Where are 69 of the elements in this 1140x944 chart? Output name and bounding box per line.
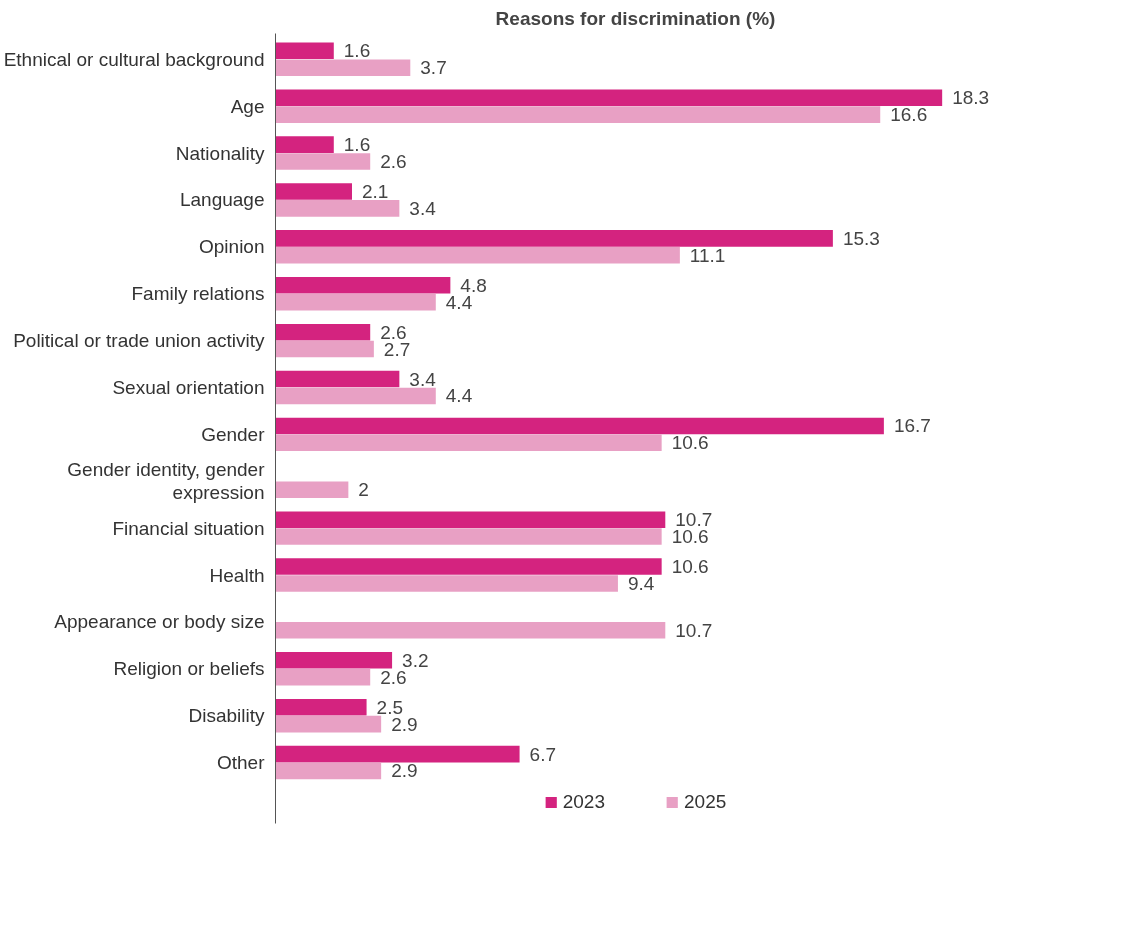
bar — [275, 762, 382, 780]
data-label: 2.1 — [362, 181, 389, 202]
y-tick-label: Disability — [188, 705, 265, 727]
bar — [275, 558, 662, 575]
data-label: 15.3 — [842, 227, 880, 249]
chart-title: Reasons for discrimination (%) — [495, 7, 776, 29]
bar — [275, 370, 400, 388]
legend-label: 2025 — [684, 791, 727, 813]
bar — [275, 106, 881, 123]
data-label: 3.7 — [420, 57, 447, 79]
data-label: 10.6 — [671, 432, 709, 454]
data-label: 2.6 — [380, 150, 407, 172]
legend-label: 2023 — [562, 791, 605, 813]
data-label: 3.4 — [409, 368, 437, 390]
bar — [275, 153, 371, 170]
y-tick-label: Political or trade union activity — [13, 330, 265, 352]
bar — [275, 481, 349, 498]
y-tick-label: Gender — [201, 423, 266, 445]
data-label: 18.3 — [952, 87, 990, 109]
data-label: 16.7 — [893, 415, 931, 437]
bar — [275, 417, 884, 435]
y-tick-label: Ethnical or cultural background — [3, 48, 265, 70]
y-tick-label: Sexual orientation — [112, 376, 265, 398]
data-label: 9.4 — [627, 572, 655, 594]
bar — [275, 277, 451, 294]
data-label: 16.6 — [890, 104, 928, 126]
data-label: 1.6 — [343, 134, 371, 156]
data-label: 4.4 — [445, 385, 473, 407]
y-tick-label: Age — [230, 95, 265, 117]
bar — [275, 59, 411, 76]
data-label: 11.1 — [689, 244, 726, 266]
bar — [275, 528, 662, 545]
bar — [275, 89, 943, 106]
bar — [275, 200, 400, 217]
y-tick-label: Health — [209, 564, 265, 586]
bar — [275, 293, 436, 311]
data-label: 2 — [358, 479, 369, 501]
y-tick-label: Gender identity, gender expression — [67, 459, 266, 504]
bar — [275, 387, 436, 405]
y-tick-label: Opinion — [199, 236, 265, 258]
y-tick-label: Appearance or body size — [54, 611, 265, 633]
y-tick-label: Nationality — [175, 142, 265, 164]
bar — [275, 745, 520, 763]
y-tick-label: Religion or beliefs — [113, 658, 265, 680]
y-tick-label: Family relations — [131, 283, 265, 305]
bar — [275, 323, 371, 341]
bar — [275, 698, 367, 716]
bar — [275, 575, 618, 592]
bar — [275, 183, 352, 200]
data-label: 1.6 — [343, 40, 371, 62]
bar — [275, 246, 680, 264]
y-tick-label: Other — [216, 752, 266, 774]
bar — [275, 434, 662, 452]
bar — [275, 622, 666, 639]
data-label: 10.6 — [671, 556, 709, 578]
bar — [275, 136, 334, 153]
bar — [275, 230, 833, 247]
data-label: 2.9 — [391, 760, 418, 782]
bar — [275, 42, 334, 60]
y-tick-label: Language — [179, 189, 265, 211]
y-tick-label: Financial situation — [112, 517, 265, 539]
data-label: 10.7 — [675, 619, 713, 641]
data-label: 3.4 — [409, 197, 437, 219]
bar — [275, 340, 374, 358]
bar — [275, 652, 393, 669]
data-label: 6.7 — [529, 743, 556, 765]
bar — [275, 668, 371, 686]
bar — [275, 511, 666, 528]
bar — [275, 715, 382, 733]
